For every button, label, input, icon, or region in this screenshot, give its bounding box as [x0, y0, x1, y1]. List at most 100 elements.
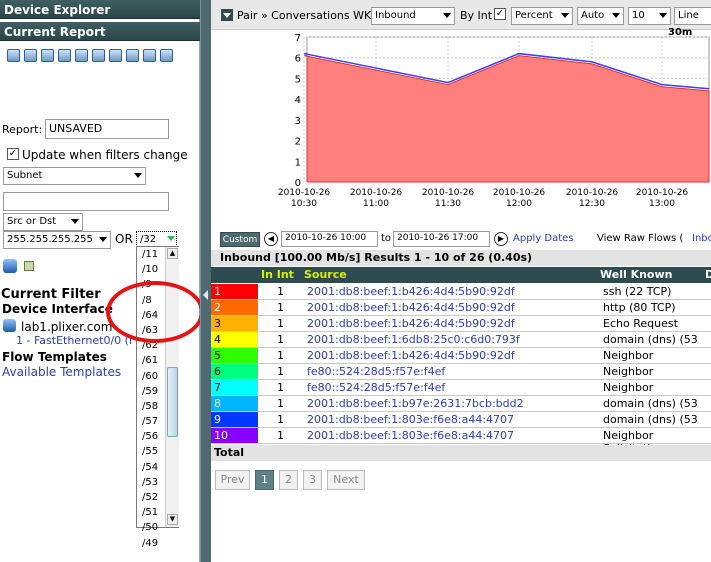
- rank-swatch: 2: [211, 300, 258, 315]
- scroll-down-icon[interactable]: ▼: [167, 514, 178, 525]
- scrollbar-thumb[interactable]: [167, 367, 178, 437]
- date-controls: Custom ◀ 2010-10-26 10:00 to 2010-10-26 …: [211, 228, 711, 250]
- rss-icon[interactable]: [126, 49, 139, 62]
- x-tick-date: 2010-10-26: [566, 188, 619, 198]
- by-int-checkbox[interactable]: ✓: [494, 8, 506, 20]
- email-icon[interactable]: [109, 49, 122, 62]
- scale-dropdown[interactable]: Auto: [577, 7, 624, 25]
- cidr-option[interactable]: /10: [142, 264, 159, 276]
- next-button[interactable]: Next: [327, 470, 365, 490]
- forward-arrow-icon[interactable]: ▶: [494, 232, 508, 246]
- source-link[interactable]: fe80::524:28d5:f57e:f4ef: [307, 381, 446, 394]
- cidr-option[interactable]: /52: [142, 492, 159, 503]
- cidr-option[interactable]: /61: [142, 355, 159, 367]
- chart-type-dropdown[interactable]: Line: [674, 7, 711, 25]
- save-icon[interactable]: [24, 49, 37, 62]
- by-int-label: By Int: [460, 9, 493, 22]
- chevron-down-icon: [443, 13, 451, 18]
- col-well-known-header[interactable]: Well Known: [600, 268, 673, 281]
- export-icon[interactable]: [143, 49, 156, 62]
- cidr-option[interactable]: /62: [142, 340, 159, 352]
- cidr-option[interactable]: /56: [142, 431, 159, 443]
- collapse-arrow-icon[interactable]: [203, 290, 208, 300]
- table-row[interactable]: 5 1 2001:db8:beef:1:b426:4d4:5b90:92df Neig…: [211, 348, 711, 375]
- mask-select[interactable]: 255.255.255.255: [3, 231, 111, 249]
- cidr-option[interactable]: /11: [142, 249, 159, 260]
- toggle-icon[interactable]: [221, 9, 233, 21]
- source-link[interactable]: 2001:db8:beef:1:b426:4d4:5b90:92df: [307, 301, 515, 314]
- page-1-button[interactable]: 1: [255, 470, 274, 490]
- panel-divider[interactable]: [200, 0, 211, 562]
- source-link[interactable]: 2001:db8:beef:1:b97e:2631:7bcb:bdd2: [307, 397, 524, 410]
- direction-dropdown[interactable]: Inbound: [371, 7, 455, 25]
- count-dropdown[interactable]: 10: [628, 7, 671, 25]
- source-link[interactable]: 2001:db8:beef:1:b426:4d4:5b90:92df: [307, 349, 515, 362]
- pdf-icon[interactable]: [92, 49, 105, 62]
- filter-option-icon[interactable]: [24, 261, 34, 271]
- filter-trash-icon[interactable]: [3, 259, 17, 273]
- subnet-select[interactable]: Subnet: [3, 167, 146, 185]
- unit-dropdown[interactable]: Percent: [511, 7, 573, 25]
- table-row[interactable]: 3 1 2001:db8:beef:1:b426:4d4:5b90:92df Echo…: [211, 316, 711, 343]
- available-templates-link[interactable]: Available Templates: [2, 365, 122, 379]
- cidr-option[interactable]: /58: [142, 400, 159, 412]
- source-link[interactable]: 2001:db8:beef:1:6db8:25c0:c6d0:793f: [307, 333, 520, 346]
- cidr-option[interactable]: /54: [142, 461, 159, 473]
- col-d-header[interactable]: D: [705, 268, 711, 281]
- page-2-button[interactable]: 2: [279, 470, 298, 490]
- schedule-icon[interactable]: [58, 49, 71, 62]
- source-link[interactable]: 2001:db8:beef:1:803e:f6e8:a44:4707: [307, 413, 515, 426]
- page-3-button[interactable]: 3: [303, 470, 322, 490]
- share-icon[interactable]: [7, 49, 20, 62]
- source-link[interactable]: fe80::524:28d5:f57e:f4ef: [307, 365, 446, 378]
- back-arrow-icon[interactable]: ◀: [264, 232, 278, 246]
- cidr-option[interactable]: /57: [142, 416, 159, 428]
- cidr-option[interactable]: /49: [142, 537, 159, 549]
- source-link[interactable]: 2001:db8:beef:1:b426:4d4:5b90:92df: [307, 317, 515, 330]
- view-raw-flows-link[interactable]: Inbo: [692, 233, 711, 244]
- print-icon[interactable]: [75, 49, 88, 62]
- table-row[interactable]: 1 1 2001:db8:beef:1:b426:4d4:5b90:92df ssh …: [211, 284, 711, 300]
- apply-dates-link[interactable]: Apply Dates: [513, 233, 574, 244]
- device-interface-label: Device Interface: [2, 302, 113, 316]
- start-date-input[interactable]: 2010-10-26 10:00: [281, 231, 378, 247]
- cidr-dropdown-list[interactable]: /11/10/9/8/64/63/62/61/60/59/58/57/56/55…: [136, 246, 179, 549]
- source-link[interactable]: 2001:db8:beef:1:b426:4d4:5b90:92df: [307, 285, 515, 298]
- cidr-option[interactable]: /53: [142, 476, 159, 488]
- direction-select[interactable]: Src or Dst: [3, 213, 83, 231]
- chevron-down-icon: [71, 219, 79, 224]
- custom-button[interactable]: Custom: [220, 232, 260, 247]
- current-report-header[interactable]: Current Report: [0, 22, 200, 41]
- cidr-option[interactable]: /59: [142, 385, 159, 397]
- table-row[interactable]: 2 1 2001:db8:beef:1:b426:4d4:5b90:92df http…: [211, 300, 711, 316]
- update-checkbox[interactable]: ✓: [7, 148, 19, 160]
- delete-icon[interactable]: [160, 49, 173, 62]
- table-row[interactable]: 4 1 2001:db8:beef:1:6db8:25c0:c6d0:793f dom…: [211, 332, 711, 359]
- prev-button[interactable]: Prev: [215, 470, 250, 490]
- scroll-up-icon[interactable]: ▲: [167, 248, 178, 259]
- save-as-icon[interactable]: [41, 49, 54, 62]
- table-row[interactable]: 8 1 2001:db8:beef:1:b97e:2631:7bcb:bdd2 dom…: [211, 396, 711, 423]
- cidr-option[interactable]: /55: [142, 446, 159, 458]
- well-known-cell: ssh (22 TCP): [603, 285, 672, 298]
- cidr-option[interactable]: /50: [142, 522, 159, 534]
- x-tick-time: 11:30: [435, 199, 461, 209]
- interface-link[interactable]: 1 - FastEthernet0/0 (i: [16, 334, 132, 347]
- end-date-input[interactable]: 2010-10-26 17:00: [393, 231, 490, 247]
- cidr-option[interactable]: /51: [142, 507, 159, 519]
- series-line: [303, 52, 710, 90]
- table-row[interactable]: 9 1 2001:db8:beef:1:803e:f6e8:a44:4707 doma…: [211, 412, 711, 439]
- direction-value: Inbound: [375, 10, 416, 21]
- col-in-int-header[interactable]: In Int: [261, 268, 294, 281]
- cidr-option[interactable]: /60: [142, 370, 159, 382]
- traffic-chart: 765432102010-10-2610:302010-10-2611:0020…: [278, 33, 710, 209]
- table-row[interactable]: 10 1 2001:db8:beef:1:803e:f6e8:a44:4707 Nei…: [211, 428, 711, 455]
- report-name-input[interactable]: UNSAVED: [45, 119, 169, 139]
- y-tick-label: 1: [295, 157, 301, 168]
- filter-input[interactable]: [3, 192, 169, 211]
- source-link[interactable]: 2001:db8:beef:1:803e:f6e8:a44:4707: [307, 429, 515, 442]
- device-explorer-header[interactable]: Device Explorer: [0, 0, 200, 19]
- col-source-header[interactable]: Source: [304, 268, 347, 281]
